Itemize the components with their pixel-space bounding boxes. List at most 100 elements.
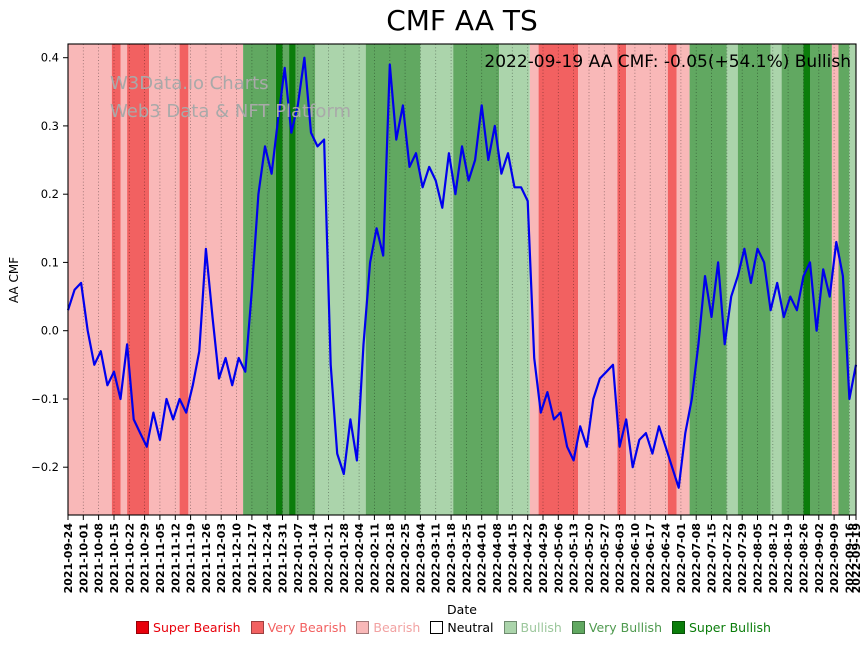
x-tick-label: 2022-02-25 — [399, 523, 412, 593]
legend-item-very-bearish: Very Bearish — [250, 620, 347, 635]
x-tick-label: 2022-09-02 — [813, 523, 826, 593]
band-bearish — [529, 44, 539, 515]
band-bearish — [68, 44, 112, 515]
x-tick-label: 2022-09-09 — [828, 523, 841, 593]
band-very_bullish — [689, 44, 727, 515]
band-very_bullish — [365, 44, 421, 515]
x-tick-label: 2022-08-19 — [782, 523, 795, 593]
y-tick-label: 0.2 — [41, 187, 59, 201]
legend-item-bullish: Bullish — [503, 620, 562, 635]
x-tick-label: 2021-11-19 — [185, 523, 198, 593]
band-very_bullish — [810, 44, 832, 515]
y-axis-label: AA CMF — [7, 256, 21, 304]
x-tick-label: 2022-02-11 — [368, 523, 381, 593]
x-tick-label: 2022-06-24 — [660, 523, 673, 594]
y-ticks: 0.4 0.3 0.2 0.1 0.0 −0.1 −0.2 — [31, 51, 68, 474]
band-very_bullish — [453, 44, 500, 515]
cmf-line — [66, 56, 858, 489]
legend-swatch-super-bullish — [672, 621, 685, 634]
y-tick-label: 0.3 — [41, 119, 59, 133]
band-bullish — [849, 44, 856, 515]
x-tick-label: 2022-05-13 — [568, 523, 581, 593]
legend-label-super-bearish: Super Bearish — [153, 620, 241, 635]
x-tick-label: 2022-03-25 — [460, 523, 473, 593]
legend-label-super-bullish: Super Bullish — [689, 620, 771, 635]
band-very_bullish — [282, 44, 290, 515]
band-bullish — [770, 44, 782, 515]
x-tick-label: 2022-06-17 — [644, 523, 657, 593]
x-tick-label: 2021-11-12 — [169, 523, 182, 593]
x-tick-label: 2021-11-05 — [154, 523, 167, 593]
legend-swatch-super-bearish — [136, 621, 150, 634]
x-tick-label: 2021-11-26 — [200, 523, 213, 594]
latest-value-annotation: 2022-09-19 AA CMF: -0.05(+54.1%) Bullish — [484, 52, 851, 72]
x-tick-label: 2022-07-22 — [721, 523, 734, 593]
x-tick-label: 2022-06-03 — [614, 523, 627, 593]
legend-item-super-bearish: Super Bearish — [136, 620, 241, 635]
x-tick-label: 2022-09-16 — [843, 523, 856, 594]
x-tick-label: 2022-08-05 — [752, 523, 765, 593]
x-tick-label: 2022-03-18 — [445, 523, 458, 593]
x-tick-label: 2022-01-07 — [292, 523, 305, 593]
legend-swatch-bearish — [356, 621, 370, 634]
x-tick-label: 2021-12-31 — [277, 523, 290, 593]
plot-border — [67, 43, 857, 516]
legend-swatch-bullish — [503, 621, 517, 634]
x-tick-label: 2022-04-15 — [506, 523, 519, 593]
x-tick-label: 2022-06-10 — [629, 523, 642, 594]
legend-item-neutral: Neutral — [430, 620, 494, 635]
x-tick-label: 2021-12-24 — [261, 523, 274, 594]
band-very_bearish — [667, 44, 677, 515]
legend-label-bearish: Bearish — [373, 620, 421, 635]
band-very_bullish — [243, 44, 276, 515]
x-tick-label: 2022-02-18 — [384, 523, 397, 593]
x-tick-label: 2021-12-17 — [246, 523, 259, 593]
band-bearish — [578, 44, 618, 515]
band-super_bullish — [289, 44, 296, 515]
x-tick-label: 2022-05-27 — [598, 523, 611, 593]
legend-item-super-bullish: Super Bullish — [672, 620, 771, 635]
x-tick-label: 2022-02-04 — [353, 523, 366, 594]
x-tick-label: 2022-03-11 — [430, 523, 443, 593]
y-tick-label: 0.1 — [41, 255, 59, 269]
x-tick-label: 2022-01-21 — [323, 523, 336, 593]
y-tick-label: −0.2 — [31, 460, 59, 474]
x-tick-label: 2022-01-28 — [338, 523, 351, 593]
y-tick-label: 0.4 — [41, 51, 59, 65]
band-very_bearish — [617, 44, 627, 515]
sentiment-bands — [68, 44, 856, 515]
x-tick-label: 2022-05-20 — [583, 523, 596, 594]
x-axis-label: Date — [447, 602, 477, 617]
x-tick-label: 2022-07-08 — [690, 523, 703, 593]
x-tick-label: 2022-08-12 — [767, 523, 780, 593]
band-super_bullish — [803, 44, 811, 515]
watermark-line1: W3Data.io Charts — [110, 73, 269, 94]
legend-item-bearish: Bearish — [356, 620, 420, 635]
band-bearish — [120, 44, 128, 515]
x-tick-label: 2021-10-08 — [93, 523, 106, 593]
x-tick-label: 2022-04-08 — [491, 523, 504, 593]
x-tick-label: 2021-10-22 — [123, 523, 136, 593]
band-bearish — [676, 44, 690, 515]
x-tick-label: 2022-04-01 — [476, 523, 489, 593]
band-bearish — [831, 44, 839, 515]
x-tick-label: 2022-08-26 — [798, 523, 811, 594]
legend: Super Bearish Very Bearish Bearish Neutral B… — [0, 620, 867, 635]
chart-title: CMF AA TS — [386, 4, 538, 37]
x-tick-label: 2022-07-01 — [675, 523, 688, 593]
legend-label-very-bearish: Very Bearish — [267, 620, 347, 635]
watermark-line2: Web3 Data & NFT Platform — [110, 100, 352, 122]
x-tick-label: 2021-10-15 — [108, 523, 121, 593]
y-tick-label: −0.1 — [31, 392, 59, 406]
band-very_bullish — [781, 44, 804, 515]
band-very_bullish — [295, 44, 316, 515]
band-very_bullish — [737, 44, 771, 515]
band-super_bullish — [275, 44, 283, 515]
x-tick-label: 2021-10-01 — [77, 523, 90, 593]
x-tick-label: 2022-07-15 — [706, 523, 719, 593]
x-tick-label: 2021-12-10 — [231, 523, 244, 594]
band-bullish — [726, 44, 738, 515]
band-bearish — [149, 44, 180, 515]
